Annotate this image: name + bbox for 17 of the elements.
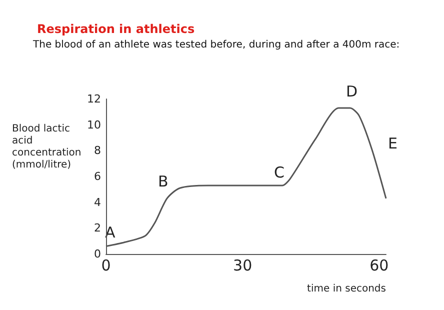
chart-title: Respiration in athletics bbox=[37, 22, 195, 36]
text: E bbox=[388, 134, 398, 152]
chart-subtitle: The blood of an athlete was tested before, during and after a 400m race: bbox=[32, 40, 400, 50]
y-axis-title: Blood lactic acid concentration (mmol/litre) bbox=[12, 124, 82, 170]
x-axis-title: time in seconds bbox=[307, 284, 386, 294]
annotation: C bbox=[274, 164, 284, 182]
y-tick-label: 0 bbox=[94, 248, 101, 260]
x-tick-label: 30 bbox=[233, 256, 252, 274]
x-tick-label: 60 bbox=[370, 256, 389, 274]
y-tick-label: 12 bbox=[87, 92, 101, 106]
y-tick-label: 10 bbox=[87, 118, 101, 132]
y-tick-label: 4 bbox=[94, 196, 101, 209]
annotation: B bbox=[158, 172, 168, 190]
y-tick-label: 8 bbox=[94, 144, 101, 158]
y-tick-label: 6 bbox=[94, 170, 101, 183]
y-tick-label: 2 bbox=[94, 222, 101, 235]
annotation: D bbox=[346, 82, 358, 100]
